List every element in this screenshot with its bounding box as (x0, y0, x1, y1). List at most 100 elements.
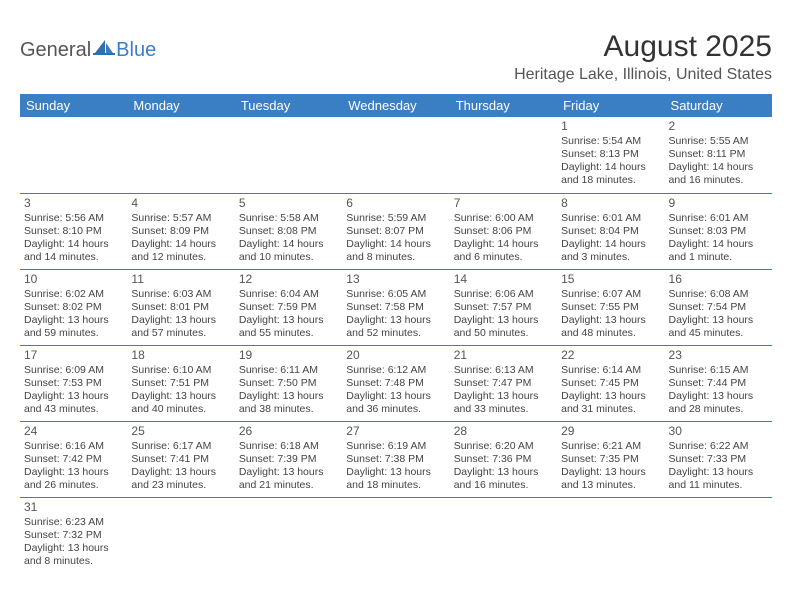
calendar-cell: 28Sunrise: 6:20 AMSunset: 7:36 PMDayligh… (450, 421, 557, 497)
sunset-text: Sunset: 7:59 PM (239, 301, 338, 314)
calendar-cell: 13Sunrise: 6:05 AMSunset: 7:58 PMDayligh… (342, 269, 449, 345)
daylight-text: and 31 minutes. (561, 403, 660, 416)
calendar-table: SundayMondayTuesdayWednesdayThursdayFrid… (20, 94, 772, 573)
day-number: 5 (239, 196, 338, 211)
calendar-cell: 8Sunrise: 6:01 AMSunset: 8:04 PMDaylight… (557, 193, 664, 269)
daylight-text: and 57 minutes. (131, 327, 230, 340)
calendar-cell: 29Sunrise: 6:21 AMSunset: 7:35 PMDayligh… (557, 421, 664, 497)
sunrise-text: Sunrise: 6:03 AM (131, 288, 230, 301)
sunrise-text: Sunrise: 6:16 AM (24, 440, 123, 453)
calendar-row: 31Sunrise: 6:23 AMSunset: 7:32 PMDayligh… (20, 497, 772, 573)
sunrise-text: Sunrise: 6:02 AM (24, 288, 123, 301)
calendar-cell: 18Sunrise: 6:10 AMSunset: 7:51 PMDayligh… (127, 345, 234, 421)
day-number: 27 (346, 424, 445, 439)
daylight-text: and 10 minutes. (239, 251, 338, 264)
sunrise-text: Sunrise: 6:17 AM (131, 440, 230, 453)
day-number: 21 (454, 348, 553, 363)
sunset-text: Sunset: 7:50 PM (239, 377, 338, 390)
calendar-cell: 19Sunrise: 6:11 AMSunset: 7:50 PMDayligh… (235, 345, 342, 421)
calendar-cell-empty (235, 497, 342, 573)
sunset-text: Sunset: 7:32 PM (24, 529, 123, 542)
day-number: 23 (669, 348, 768, 363)
sunrise-text: Sunrise: 5:59 AM (346, 212, 445, 225)
daylight-text: Daylight: 13 hours (239, 390, 338, 403)
sunrise-text: Sunrise: 5:56 AM (24, 212, 123, 225)
calendar-cell: 4Sunrise: 5:57 AMSunset: 8:09 PMDaylight… (127, 193, 234, 269)
daylight-text: Daylight: 13 hours (669, 466, 768, 479)
sunset-text: Sunset: 7:55 PM (561, 301, 660, 314)
calendar-cell: 10Sunrise: 6:02 AMSunset: 8:02 PMDayligh… (20, 269, 127, 345)
calendar-cell: 17Sunrise: 6:09 AMSunset: 7:53 PMDayligh… (20, 345, 127, 421)
calendar-cell-empty (557, 497, 664, 573)
sunset-text: Sunset: 8:02 PM (24, 301, 123, 314)
daylight-text: Daylight: 13 hours (346, 390, 445, 403)
sunset-text: Sunset: 7:44 PM (669, 377, 768, 390)
day-number: 7 (454, 196, 553, 211)
daylight-text: Daylight: 13 hours (24, 390, 123, 403)
daylight-text: and 1 minute. (669, 251, 768, 264)
calendar-cell-empty (450, 497, 557, 573)
brand-part1: General (20, 39, 91, 62)
daylight-text: and 21 minutes. (239, 479, 338, 492)
calendar-cell: 23Sunrise: 6:15 AMSunset: 7:44 PMDayligh… (665, 345, 772, 421)
daylight-text: Daylight: 13 hours (239, 466, 338, 479)
sunset-text: Sunset: 8:09 PM (131, 225, 230, 238)
daylight-text: and 6 minutes. (454, 251, 553, 264)
location-subtitle: Heritage Lake, Illinois, United States (514, 66, 772, 84)
calendar-cell: 5Sunrise: 5:58 AMSunset: 8:08 PMDaylight… (235, 193, 342, 269)
sail-icon (93, 38, 115, 62)
sunset-text: Sunset: 7:36 PM (454, 453, 553, 466)
daylight-text: and 11 minutes. (669, 479, 768, 492)
daylight-text: Daylight: 14 hours (131, 238, 230, 251)
day-number: 14 (454, 272, 553, 287)
sunrise-text: Sunrise: 6:21 AM (561, 440, 660, 453)
calendar-cell: 6Sunrise: 5:59 AMSunset: 8:07 PMDaylight… (342, 193, 449, 269)
calendar-cell-empty (20, 117, 127, 193)
calendar-body: 1Sunrise: 5:54 AMSunset: 8:13 PMDaylight… (20, 117, 772, 573)
sunset-text: Sunset: 8:01 PM (131, 301, 230, 314)
calendar-cell-empty (127, 117, 234, 193)
day-number: 26 (239, 424, 338, 439)
daylight-text: and 3 minutes. (561, 251, 660, 264)
day-number: 1 (561, 119, 660, 134)
day-header: Tuesday (235, 94, 342, 117)
sunrise-text: Sunrise: 5:55 AM (669, 135, 768, 148)
day-number: 2 (669, 119, 768, 134)
calendar-cell-empty (235, 117, 342, 193)
calendar-cell: 14Sunrise: 6:06 AMSunset: 7:57 PMDayligh… (450, 269, 557, 345)
calendar-cell: 27Sunrise: 6:19 AMSunset: 7:38 PMDayligh… (342, 421, 449, 497)
calendar-cell-empty (450, 117, 557, 193)
day-number: 29 (561, 424, 660, 439)
calendar-cell: 26Sunrise: 6:18 AMSunset: 7:39 PMDayligh… (235, 421, 342, 497)
daylight-text: Daylight: 13 hours (24, 466, 123, 479)
sunrise-text: Sunrise: 6:14 AM (561, 364, 660, 377)
sunset-text: Sunset: 8:04 PM (561, 225, 660, 238)
day-number: 20 (346, 348, 445, 363)
sunset-text: Sunset: 8:07 PM (346, 225, 445, 238)
daylight-text: and 40 minutes. (131, 403, 230, 416)
sunrise-text: Sunrise: 6:10 AM (131, 364, 230, 377)
day-number: 11 (131, 272, 230, 287)
sunset-text: Sunset: 7:54 PM (669, 301, 768, 314)
daylight-text: and 16 minutes. (669, 174, 768, 187)
sunset-text: Sunset: 7:41 PM (131, 453, 230, 466)
sunrise-text: Sunrise: 6:20 AM (454, 440, 553, 453)
sunrise-text: Sunrise: 6:07 AM (561, 288, 660, 301)
sunrise-text: Sunrise: 6:04 AM (239, 288, 338, 301)
calendar-cell-empty (665, 497, 772, 573)
daylight-text: and 52 minutes. (346, 327, 445, 340)
day-number: 17 (24, 348, 123, 363)
calendar-cell: 15Sunrise: 6:07 AMSunset: 7:55 PMDayligh… (557, 269, 664, 345)
day-header: Sunday (20, 94, 127, 117)
daylight-text: Daylight: 13 hours (454, 390, 553, 403)
sunset-text: Sunset: 7:57 PM (454, 301, 553, 314)
sunset-text: Sunset: 8:06 PM (454, 225, 553, 238)
day-number: 13 (346, 272, 445, 287)
day-number: 22 (561, 348, 660, 363)
calendar-cell-empty (342, 117, 449, 193)
calendar-cell: 20Sunrise: 6:12 AMSunset: 7:48 PMDayligh… (342, 345, 449, 421)
daylight-text: Daylight: 14 hours (669, 161, 768, 174)
sunset-text: Sunset: 7:39 PM (239, 453, 338, 466)
calendar-cell: 25Sunrise: 6:17 AMSunset: 7:41 PMDayligh… (127, 421, 234, 497)
daylight-text: Daylight: 13 hours (24, 542, 123, 555)
